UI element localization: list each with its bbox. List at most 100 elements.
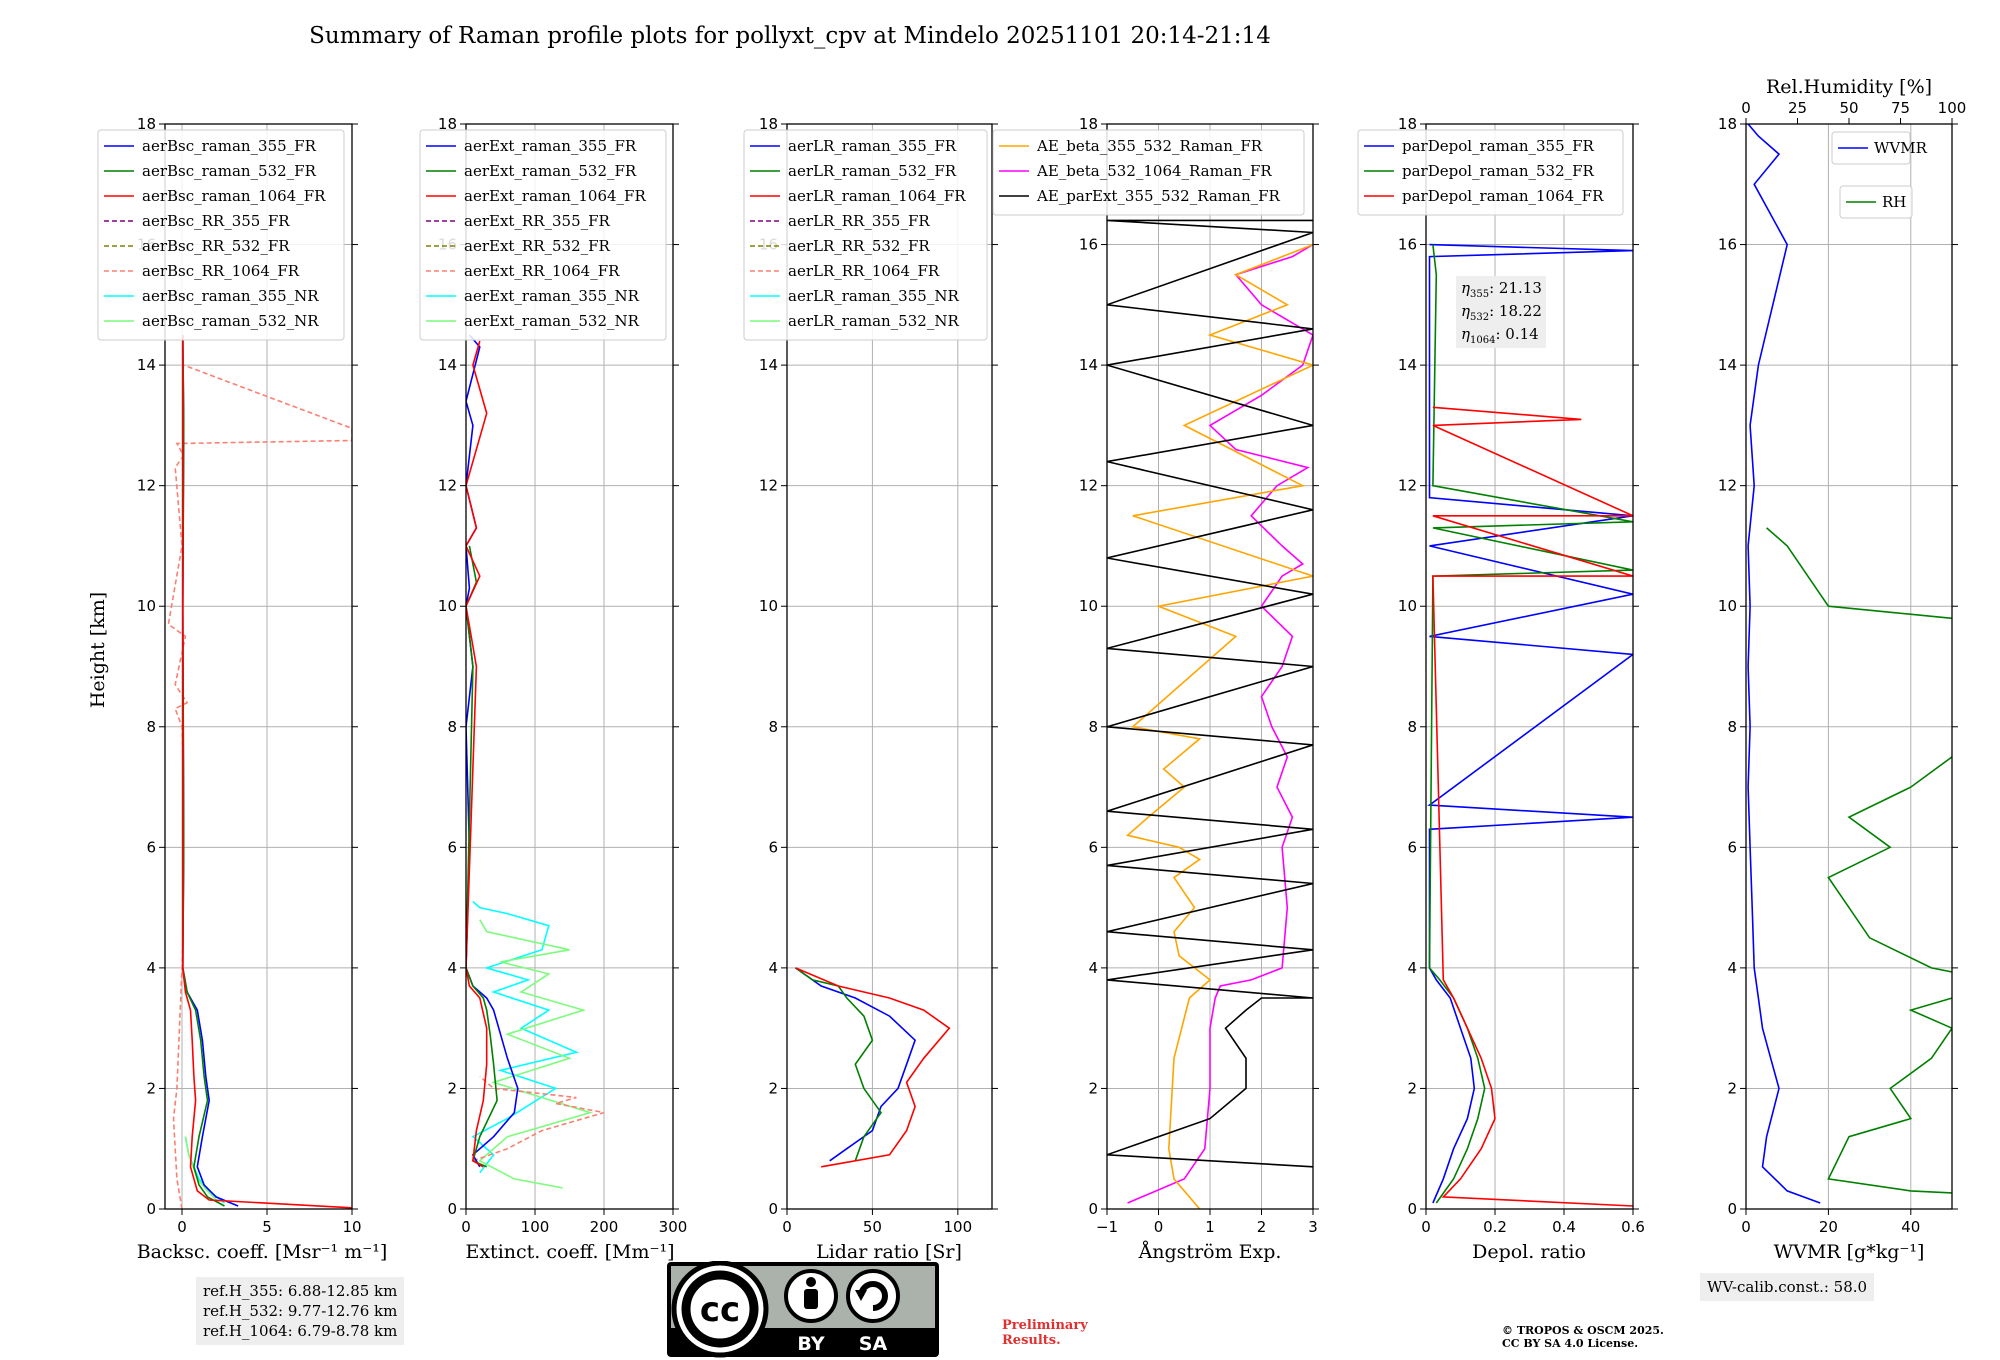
preliminary-line-2: Results. bbox=[1002, 1333, 1061, 1348]
x-tick-label: 300 bbox=[659, 1218, 688, 1236]
cc-by-sa-license-icon: cc BY SA bbox=[667, 1261, 939, 1358]
y-tick-label: 2 bbox=[146, 1079, 156, 1097]
y-tick-label: 18 bbox=[438, 115, 457, 133]
y-tick-label: 2 bbox=[1088, 1079, 1098, 1097]
series-parDepol_raman_1064_FR bbox=[1432, 406, 1633, 1207]
legend-depol: parDepol_raman_355_FR parDepol_raman_532_… bbox=[1357, 129, 1624, 216]
series-aerBsc_raman_532_NR bbox=[184, 1136, 220, 1204]
y-tick-label: 8 bbox=[1407, 718, 1417, 736]
legend-item: AE_beta_355_532_Raman_FR bbox=[1036, 137, 1263, 155]
y-tick-label: 6 bbox=[146, 838, 156, 856]
x-tick-label: 200 bbox=[590, 1218, 619, 1236]
y-tick-label: 6 bbox=[768, 838, 778, 856]
eta-sub: 1064 bbox=[1470, 335, 1495, 346]
legend-item: aerLR_raman_532_FR bbox=[788, 162, 957, 180]
legend-item: parDepol_raman_532_FR bbox=[1402, 162, 1595, 180]
y-tick-label: 6 bbox=[1727, 838, 1737, 856]
legend-item: aerBsc_raman_532_NR bbox=[142, 312, 319, 330]
y-tick-label: 10 bbox=[1398, 597, 1417, 615]
series-RH bbox=[1766, 527, 1952, 1194]
y-tick-label: 0 bbox=[146, 1200, 156, 1218]
legend-item: aerExt_raman_1064_FR bbox=[464, 187, 646, 205]
y-tick-label: 4 bbox=[447, 959, 457, 977]
series-group bbox=[466, 334, 605, 1189]
y-tick-label: 6 bbox=[1088, 838, 1098, 856]
series-aerBsc_raman_1064_FR bbox=[182, 335, 352, 1209]
y-tick-label: 14 bbox=[137, 356, 156, 374]
series-group bbox=[1747, 124, 1952, 1204]
x-axis-label-bsc: Backsc. coeff. [Msr⁻¹ m⁻¹] bbox=[137, 1241, 388, 1263]
legend-item: aerLR_RR_355_FR bbox=[788, 212, 930, 230]
y-tick-label: 2 bbox=[1727, 1079, 1737, 1097]
legend-item: WVMR bbox=[1874, 139, 1928, 157]
axes-frame bbox=[1425, 123, 1634, 1210]
x-tick-label: 5 bbox=[262, 1218, 272, 1236]
y-tick-label: 14 bbox=[1718, 356, 1737, 374]
eta-symbol: η bbox=[1461, 279, 1470, 297]
panel-bsc: 0510024681012141618Backsc. coeff. [Msr⁻¹… bbox=[97, 115, 388, 1263]
series-group bbox=[795, 967, 951, 1168]
x-tick-label: 3 bbox=[1308, 1218, 1318, 1236]
y-tick-label: 12 bbox=[1079, 477, 1098, 495]
y-tick-label: 8 bbox=[146, 718, 156, 736]
x-tick-label: 0.4 bbox=[1552, 1218, 1576, 1236]
legend-ext: aerExt_raman_355_FR aerExt_raman_532_FRae… bbox=[419, 129, 667, 341]
legend-item: aerExt_raman_532_NR bbox=[464, 312, 640, 330]
top-axis-label: Rel.Humidity [%] bbox=[1766, 76, 1932, 98]
y-tick-label: 8 bbox=[1727, 718, 1737, 736]
series-aerBsc_RR_1064_FR bbox=[167, 364, 352, 1209]
eta-532: η532: 18.22 bbox=[1461, 302, 1542, 323]
y-tick-label: 14 bbox=[438, 356, 457, 374]
legend-item: aerExt_raman_355_FR bbox=[464, 137, 637, 155]
panels: 0 5 10 0 2 4 6 8 10 12 14 16 18 Backsc. coeff. [Msr⁻¹… bbox=[97, 76, 1966, 1263]
series-AE_beta_532_1064_Raman_FR bbox=[1127, 243, 1313, 1204]
legend-bsc: aerBsc_raman_355_FR aerBsc_raman_532_FRae… bbox=[97, 129, 345, 341]
legend-item: aerLR_raman_532_NR bbox=[788, 312, 959, 330]
y-tick-label: 8 bbox=[1088, 718, 1098, 736]
y-tick-label: 18 bbox=[137, 115, 156, 133]
y-tick-label: 14 bbox=[1079, 356, 1098, 374]
legend-item: aerLR_raman_1064_FR bbox=[788, 187, 966, 205]
y-tick-label: 10 bbox=[1718, 597, 1737, 615]
y-tick-label: 4 bbox=[1088, 959, 1098, 977]
y-tick-label: 14 bbox=[1398, 356, 1417, 374]
x-tick-label: 0 bbox=[177, 1218, 187, 1236]
x-tick-label: 0 bbox=[1421, 1218, 1431, 1236]
legend-box bbox=[419, 129, 667, 341]
y-tick-label: 2 bbox=[1407, 1079, 1417, 1097]
y-tick-label: 16 bbox=[1718, 236, 1737, 254]
series-WVMR bbox=[1747, 124, 1821, 1204]
y-tick-label: 10 bbox=[137, 597, 156, 615]
series-aerExt_raman_355_NR bbox=[471, 900, 579, 1174]
copyright-line-2: CC BY SA 4.0 License. bbox=[1502, 1337, 1639, 1350]
axes-frame bbox=[786, 123, 993, 1210]
series-group bbox=[1427, 243, 1633, 1207]
x-tick-label: 20 bbox=[1819, 1218, 1838, 1236]
legend-wv: WVMR RH bbox=[1831, 131, 1928, 219]
x-tick-label: 0 bbox=[1741, 1218, 1751, 1236]
legend-box bbox=[1357, 129, 1624, 216]
y-tick-label: 4 bbox=[1407, 959, 1417, 977]
x-tick-label: −1 bbox=[1096, 1218, 1118, 1236]
legend-item: aerBsc_RR_355_FR bbox=[142, 212, 290, 230]
legend-item: aerBsc_RR_1064_FR bbox=[142, 262, 300, 280]
eta-sub: 532 bbox=[1470, 312, 1489, 323]
y-tick-label: 18 bbox=[1718, 115, 1737, 133]
ref-height-532: ref.H_532: 9.77-12.76 km bbox=[203, 1302, 398, 1320]
legend-item: RH bbox=[1882, 193, 1906, 211]
x-tick-label: 0.6 bbox=[1621, 1218, 1645, 1236]
y-tick-label: 10 bbox=[759, 597, 778, 615]
legend-item: aerLR_RR_1064_FR bbox=[788, 262, 940, 280]
y-tick-label: 12 bbox=[438, 477, 457, 495]
y-axis-label: Height [km] bbox=[87, 592, 109, 708]
axes-frame bbox=[164, 123, 353, 1210]
top-tick-label: 0 bbox=[1741, 99, 1751, 117]
series-aerExt_raman_532_FR bbox=[466, 545, 498, 1168]
y-tick-label: 2 bbox=[447, 1079, 457, 1097]
series-parDepol_raman_355_FR bbox=[1427, 243, 1633, 1204]
eta-box bbox=[1456, 276, 1546, 348]
series-aerExt_raman_532_NR bbox=[478, 919, 593, 1189]
series-AE_parExt_355_532_Raman_FR bbox=[1107, 219, 1313, 1168]
